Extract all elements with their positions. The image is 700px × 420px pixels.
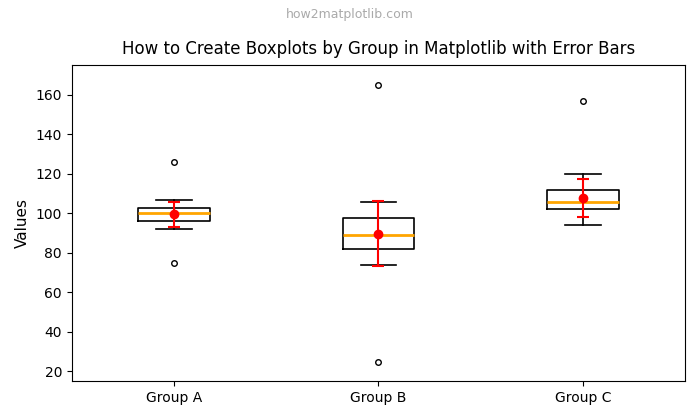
Text: how2matplotlib.com: how2matplotlib.com <box>286 8 414 21</box>
Title: How to Create Boxplots by Group in Matplotlib with Error Bars: How to Create Boxplots by Group in Matpl… <box>122 40 635 58</box>
Y-axis label: Values: Values <box>15 198 30 248</box>
